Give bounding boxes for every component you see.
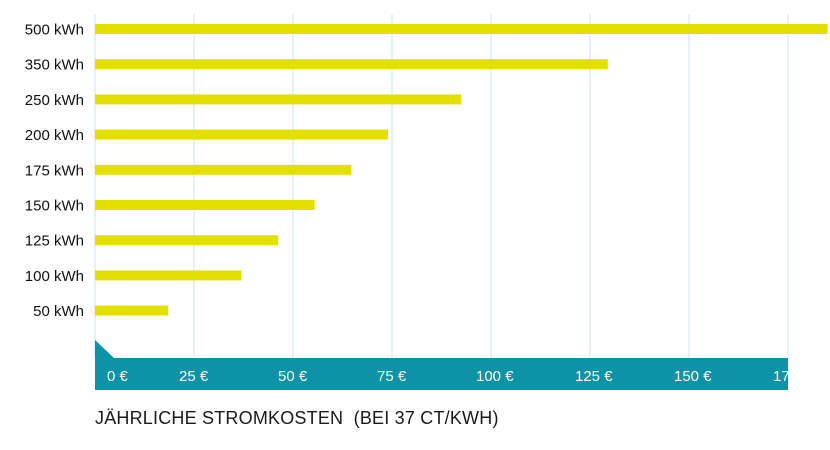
x-axis-band bbox=[95, 340, 788, 390]
x-tick-labels: 0 € 25 € 50 € 75 € 100 € 125 € 150 € 175 € bbox=[107, 368, 811, 385]
category-label: 50 kWh bbox=[33, 303, 84, 320]
x-tick-label: 125 € bbox=[575, 368, 613, 385]
bar bbox=[95, 305, 169, 316]
x-tick-label: 150 € bbox=[674, 368, 712, 385]
category-label: 200 kWh bbox=[25, 127, 84, 144]
x-tick-label: 50 € bbox=[278, 368, 308, 385]
chart-title: JÄHRLICHE STROMKOSTEN (BEI 37 CT/KWH) bbox=[95, 408, 499, 428]
bar bbox=[95, 129, 389, 140]
bars bbox=[95, 24, 828, 316]
bar bbox=[95, 164, 352, 175]
bar bbox=[95, 200, 315, 210]
x-tick-label: 75 € bbox=[377, 368, 407, 385]
bar bbox=[95, 270, 242, 281]
category-label: 250 kWh bbox=[25, 92, 84, 109]
bar bbox=[95, 59, 608, 70]
category-label: 125 kWh bbox=[25, 233, 84, 250]
x-tick-label: 0 € bbox=[107, 368, 129, 385]
x-tick-label: 175 € bbox=[773, 368, 811, 385]
bar bbox=[95, 94, 462, 105]
category-label: 175 kWh bbox=[25, 162, 84, 179]
x-tick-label: 25 € bbox=[179, 368, 209, 385]
x-tick-label: 100 € bbox=[476, 368, 514, 385]
gridlines bbox=[94, 14, 789, 358]
bar bbox=[95, 235, 279, 246]
category-label: 500 kWh bbox=[25, 22, 84, 39]
category-label: 350 kWh bbox=[25, 57, 84, 74]
category-labels: 500 kWh 350 kWh 250 kWh 200 kWh 175 kWh 150 k… bbox=[25, 22, 84, 321]
category-label: 150 kWh bbox=[25, 198, 84, 215]
category-label: 100 kWh bbox=[25, 268, 84, 285]
bar bbox=[95, 24, 828, 34]
